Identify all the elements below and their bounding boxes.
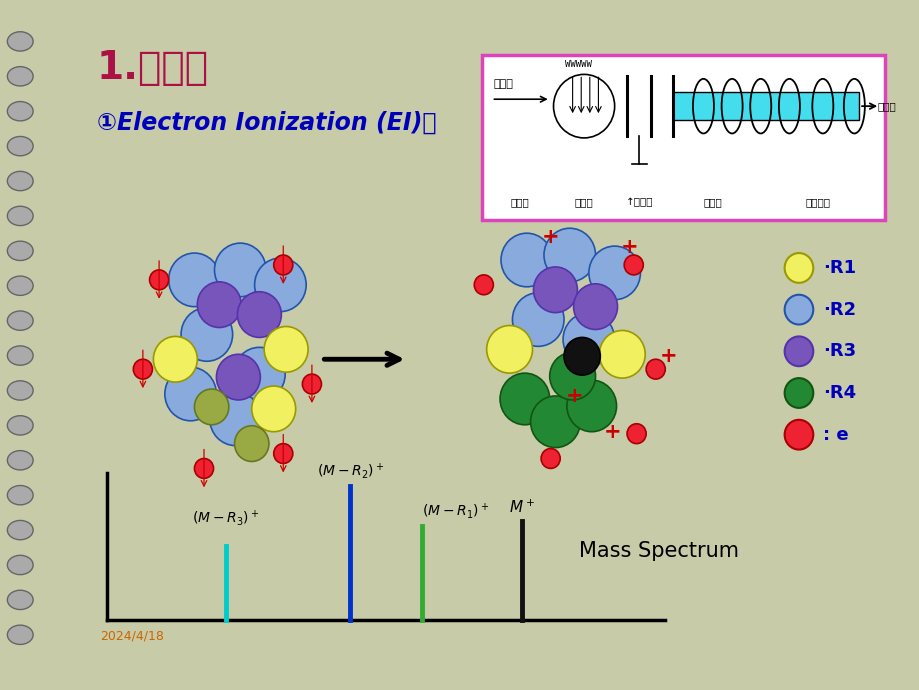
Circle shape: [563, 337, 600, 375]
Circle shape: [784, 378, 812, 408]
Text: +: +: [603, 422, 621, 442]
Circle shape: [573, 284, 617, 329]
Circle shape: [486, 326, 532, 373]
Circle shape: [540, 448, 560, 469]
Text: ↑吸真空: ↑吸真空: [625, 197, 652, 208]
Text: 试样流: 试样流: [574, 197, 593, 208]
Text: ·R2: ·R2: [822, 301, 855, 319]
Circle shape: [133, 359, 153, 379]
Text: 推斥极: 推斥极: [510, 197, 529, 208]
Circle shape: [153, 337, 197, 382]
Circle shape: [255, 258, 306, 312]
Text: +: +: [659, 346, 676, 366]
Circle shape: [237, 292, 281, 337]
Text: +: +: [565, 386, 583, 406]
Circle shape: [168, 253, 220, 306]
Circle shape: [233, 347, 285, 401]
Text: $(M-R_1)^+$: $(M-R_1)^+$: [421, 502, 488, 521]
Circle shape: [500, 373, 550, 425]
Text: 聚焦狭牴: 聚焦狭牴: [805, 197, 830, 208]
Circle shape: [214, 243, 266, 297]
Circle shape: [784, 253, 812, 283]
Circle shape: [274, 255, 292, 275]
Circle shape: [150, 270, 168, 290]
Text: 离子束: 离子束: [877, 101, 895, 111]
Circle shape: [562, 313, 614, 366]
Circle shape: [553, 75, 614, 138]
Circle shape: [512, 293, 563, 346]
Circle shape: [194, 458, 213, 478]
Circle shape: [264, 326, 308, 372]
FancyBboxPatch shape: [672, 92, 858, 120]
Text: Mass Spectrum: Mass Spectrum: [579, 541, 739, 561]
Circle shape: [645, 359, 664, 379]
Text: WWWWW: WWWWW: [564, 60, 591, 69]
Text: $(M-R_2)^+$: $(M-R_2)^+$: [316, 462, 383, 482]
Text: : e: : e: [822, 426, 847, 444]
Circle shape: [784, 295, 812, 324]
Text: 1.离子源: 1.离子源: [96, 48, 209, 86]
Circle shape: [302, 374, 321, 394]
Circle shape: [784, 337, 812, 366]
Circle shape: [530, 396, 580, 448]
Text: +: +: [541, 227, 559, 247]
Circle shape: [216, 354, 260, 400]
Text: +: +: [620, 237, 638, 257]
Text: ①Electron Ionization (EI)源: ①Electron Ionization (EI)源: [96, 111, 436, 135]
Circle shape: [598, 331, 644, 378]
Circle shape: [566, 380, 616, 432]
Circle shape: [194, 389, 229, 425]
Circle shape: [784, 420, 812, 450]
Circle shape: [533, 267, 577, 313]
Text: ·R1: ·R1: [822, 259, 855, 277]
Text: 2024/4/18: 2024/4/18: [100, 629, 164, 642]
Text: ·R3: ·R3: [822, 342, 855, 360]
Circle shape: [627, 424, 645, 444]
Text: ·R4: ·R4: [822, 384, 855, 402]
Text: 试样流: 试样流: [493, 79, 513, 89]
Circle shape: [474, 275, 493, 295]
Circle shape: [252, 386, 295, 432]
Text: $(M-R_3)^+$: $(M-R_3)^+$: [192, 509, 259, 528]
Circle shape: [623, 255, 642, 275]
Circle shape: [274, 444, 292, 464]
FancyBboxPatch shape: [482, 55, 884, 220]
Text: $M^+$: $M^+$: [508, 499, 535, 516]
Circle shape: [234, 426, 268, 462]
Circle shape: [181, 308, 233, 362]
Circle shape: [210, 392, 261, 446]
Text: 加速极: 加速极: [703, 197, 721, 208]
Circle shape: [588, 246, 640, 299]
Circle shape: [550, 353, 595, 400]
Circle shape: [543, 228, 595, 282]
Circle shape: [197, 282, 241, 328]
Circle shape: [165, 367, 216, 421]
Circle shape: [501, 233, 552, 287]
